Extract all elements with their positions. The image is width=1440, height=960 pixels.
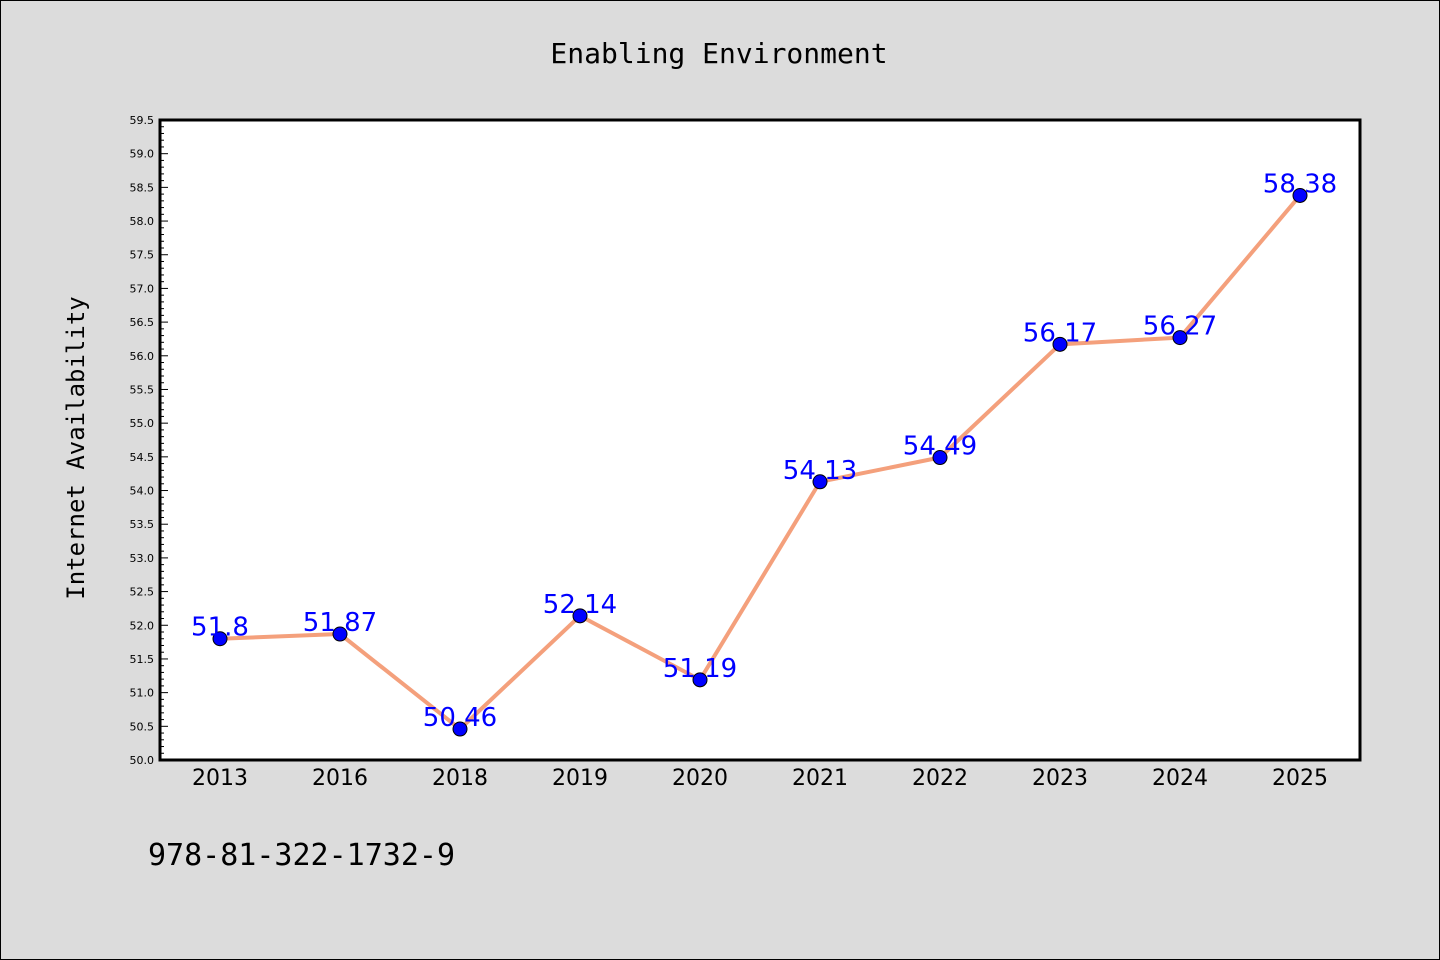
y-tick-label: 50.0 [130,754,155,767]
data-label: 51.87 [303,608,377,638]
y-tick-label: 51.5 [130,653,155,666]
data-point [1052,336,1068,352]
x-axis: 2013 2016 2018 2019 2020 2021 2022 2023 2024 2025 [192,766,1328,791]
y-axis: 50.0 50.5 51.0 51.5 52.0 52.5 53.0 53.5 54.0 54.5… [130,114,168,767]
markers-group [212,187,1308,737]
data-label: 51.8 [191,613,249,643]
y-axis-label: Internet Availability [62,296,90,599]
x-tick-label: 2016 [312,766,368,791]
y-tick-label: 59.5 [130,114,155,127]
x-tick-label: 2021 [792,766,848,791]
data-label: 51.19 [663,654,737,684]
x-tick-label: 2018 [432,766,488,791]
data-point [212,631,228,647]
isbn-text: 978-81-322-1732-9 [148,838,455,873]
data-point [692,672,708,688]
data-label: 56.17 [1023,318,1097,348]
data-labels-group: 51.8 51.87 50.46 52.14 51.19 54.13 54.49 56.17 5… [191,169,1337,733]
data-point [332,626,348,642]
y-tick-label: 55.0 [130,417,155,430]
data-label: 50.46 [423,703,497,733]
data-point [572,608,588,624]
y-tick-label: 54.0 [130,485,155,498]
y-tick-label: 55.5 [130,383,155,396]
x-tick-label: 2019 [552,766,608,791]
y-tick-label: 56.0 [130,350,155,363]
data-point [452,721,468,737]
y-tick-label: 57.5 [130,249,155,262]
x-tick-label: 2022 [912,766,968,791]
y-tick-label: 58.0 [130,215,155,228]
y-tick-label: 58.5 [130,181,155,194]
y-tick-label: 51.0 [130,687,155,700]
data-point [1292,187,1308,203]
y-tick-label: 53.5 [130,518,155,531]
data-label: 58.38 [1263,169,1337,199]
series-line-group [219,194,1302,732]
x-tick-label: 2013 [192,766,248,791]
data-point [932,450,948,466]
y-tick-label: 50.5 [130,720,155,733]
plot-area [158,118,1362,762]
data-point [812,474,828,490]
data-point [1172,330,1188,346]
x-tick-label: 2020 [672,766,728,791]
series-line [219,194,1302,732]
chart-title: Enabling Environment [550,37,887,70]
y-tick-label: 53.0 [130,552,155,565]
data-label: 54.49 [903,432,977,462]
y-tick-label: 52.5 [130,586,155,599]
data-label: 54.13 [783,456,857,486]
x-tick-label: 2023 [1032,766,1088,791]
y-tick-label: 57.0 [130,282,155,295]
data-label: 56.27 [1143,312,1217,342]
x-tick-label: 2025 [1272,766,1328,791]
x-tick-label: 2024 [1152,766,1208,791]
y-tick-label: 54.5 [130,451,155,464]
y-tick-label: 56.5 [130,316,155,329]
data-label: 52.14 [543,590,617,620]
y-tick-label: 52.0 [130,619,155,632]
y-tick-label: 59.0 [130,148,155,161]
